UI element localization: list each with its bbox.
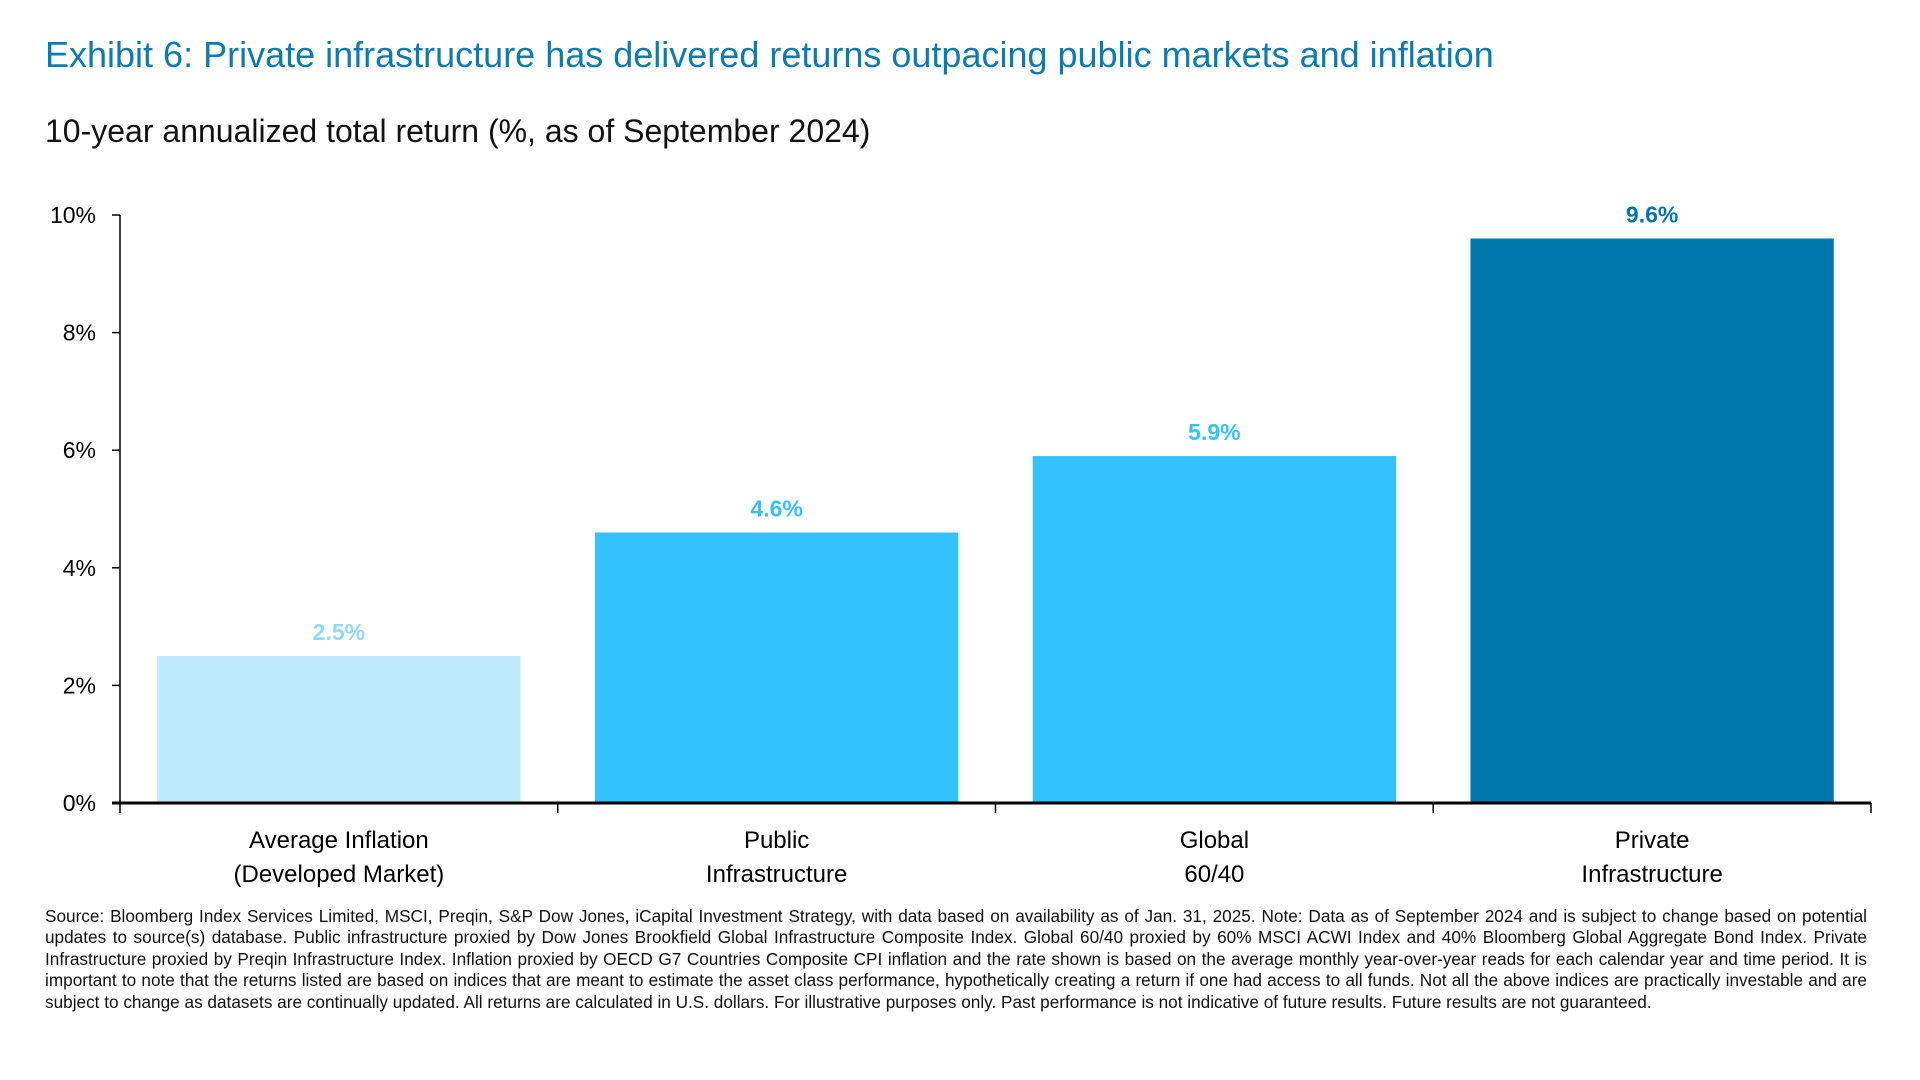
- chart-subtitle: 10-year annualized total return (%, as o…: [45, 113, 871, 149]
- bar-3: [1032, 456, 1397, 803]
- data-label: 5.9%: [1188, 419, 1240, 445]
- x-tick-label: Public: [744, 827, 809, 854]
- data-label: 9.6%: [1626, 202, 1678, 228]
- x-tick-label: (Developed Market): [234, 861, 445, 888]
- data-label: 4.6%: [750, 496, 802, 522]
- chart-title: Exhibit 6: Private infrastructure has de…: [45, 34, 1494, 75]
- x-tick-label: Private: [1615, 827, 1690, 854]
- y-tick-label: 0%: [63, 790, 96, 816]
- x-tick-label: 60/40: [1184, 861, 1244, 888]
- y-tick-label: 4%: [63, 555, 96, 581]
- y-tick-label: 6%: [63, 437, 96, 463]
- x-tick-label: Infrastructure: [1581, 861, 1722, 888]
- bar-1: [157, 656, 521, 803]
- x-tick-label: Average Inflation: [249, 827, 429, 854]
- data-label: 2.5%: [313, 619, 365, 645]
- x-tick-label: Infrastructure: [706, 861, 847, 888]
- x-tick-label: Global: [1180, 827, 1249, 854]
- y-tick-label: 8%: [63, 320, 96, 346]
- source-note: Source: Bloomberg Index Services Limited…: [45, 906, 1867, 1012]
- y-tick-label: 2%: [63, 672, 96, 698]
- bar-2: [594, 532, 959, 803]
- y-tick-label: 10%: [50, 202, 96, 228]
- bar-chart: 0% 2% 4% 6% 8% 10% 2.5% Average Inflation (Devel…: [50, 202, 1872, 888]
- bar-4: [1470, 238, 1834, 803]
